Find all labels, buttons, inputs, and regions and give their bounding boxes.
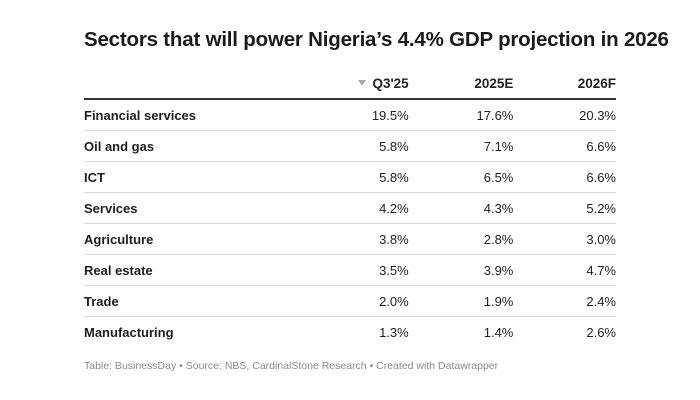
cell-q3-25: 19.5%	[274, 99, 409, 131]
data-table: Q3'25 2025E 2026F Financial services 19.5…	[84, 68, 616, 347]
cell-2025e: 7.1%	[408, 130, 514, 162]
footer-credits: Table: BusinessDay • Source: NBS, Cardin…	[84, 360, 499, 372]
cell-2026f: 6.6%	[513, 130, 616, 162]
cell-q3-25: 1.3%	[379, 324, 409, 340]
cell-q3-25: 5.8%	[274, 130, 409, 162]
cell-2025e: 1.9%	[408, 285, 514, 317]
cell-q3-25: 5.8%	[274, 161, 409, 193]
sector-label: Financial services	[84, 99, 274, 131]
table-row: Services 4.2% 4.3% 5.2%	[84, 192, 616, 224]
header-sector	[84, 68, 274, 100]
cell-2025e: 17.6%	[408, 99, 514, 131]
chart-title: Sectors that will power Nigeria’s 4.4% G…	[84, 28, 669, 51]
sector-label: Agriculture	[84, 223, 274, 255]
cell-q3-25: 2.0%	[274, 285, 409, 317]
cell-q3-25: 4.2%	[274, 192, 409, 224]
cell-2026f: 4.7%	[513, 254, 616, 286]
cell-2025e: 2.8%	[408, 223, 514, 255]
cell-2026f: 2.4%	[513, 285, 616, 317]
table-row: Oil and gas 5.8% 7.1% 6.6%	[84, 130, 616, 162]
cell-2026f: 2.6%	[586, 324, 616, 340]
sector-label: ICT	[84, 161, 274, 193]
sector-label: Manufacturing	[84, 324, 174, 340]
sort-desc-icon[interactable]	[358, 79, 367, 86]
cell-2025e: 6.5%	[408, 161, 514, 193]
cell-2026f: 5.2%	[513, 192, 616, 224]
header-q3-25[interactable]: Q3'25	[274, 68, 409, 100]
table-row: Manufacturing 1.3% 1.4% 2.6%	[84, 317, 616, 348]
header-q3-25-label: Q3'25	[372, 75, 409, 91]
cell-2025e: 4.3%	[408, 192, 514, 224]
table-row: Trade 2.0% 1.9% 2.4%	[84, 285, 616, 317]
sector-label: Trade	[84, 285, 274, 317]
header-2026f[interactable]: 2026F	[513, 68, 616, 100]
header-2025e[interactable]: 2025E	[408, 68, 514, 100]
cell-q3-25: 3.8%	[274, 223, 409, 255]
sector-label: Services	[84, 192, 274, 224]
cell-2025e: 1.4%	[483, 324, 514, 340]
table-row: Financial services 19.5% 17.6% 20.3%	[84, 99, 616, 131]
cell-2026f: 3.0%	[513, 223, 616, 255]
sector-label: Real estate	[84, 254, 274, 286]
header-row: Q3'25 2025E 2026F	[84, 68, 616, 100]
table-row: Agriculture 3.8% 2.8% 3.0%	[84, 223, 616, 255]
table-row: ICT 5.8% 6.5% 6.6%	[84, 161, 616, 193]
cell-2026f: 6.6%	[513, 161, 616, 193]
table-body: Financial services 19.5% 17.6% 20.3% Oil and…	[84, 99, 616, 347]
sector-label: Oil and gas	[84, 130, 274, 162]
cell-2026f: 20.3%	[513, 99, 616, 131]
cell-q3-25: 3.5%	[274, 254, 409, 286]
cell-2025e: 3.9%	[408, 254, 514, 286]
table-row: Real estate 3.5% 3.9% 4.7%	[84, 254, 616, 286]
